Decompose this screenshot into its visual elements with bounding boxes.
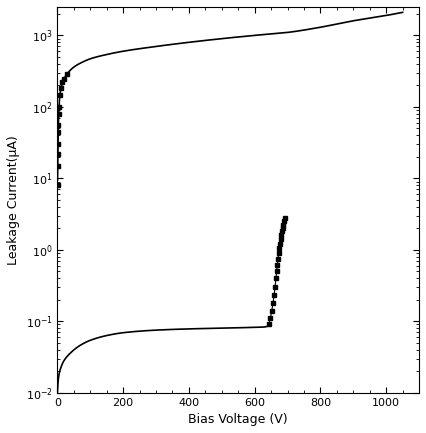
Y-axis label: Leakage Current(μA): Leakage Current(μA) — [7, 135, 20, 265]
X-axis label: Bias Voltage (V): Bias Voltage (V) — [188, 413, 288, 426]
